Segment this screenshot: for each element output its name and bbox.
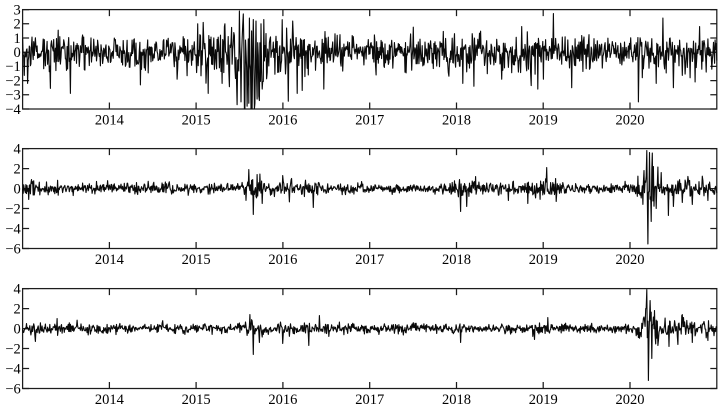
svg-text:2: 2 [14,301,21,317]
svg-text:1: 1 [14,31,21,47]
svg-text:2: 2 [14,17,21,33]
svg-text:−2: −2 [5,341,20,357]
svg-text:4: 4 [14,141,22,157]
svg-text:2020: 2020 [616,252,645,268]
svg-text:0: 0 [14,321,21,337]
svg-text:2014: 2014 [95,392,125,408]
svg-text:2018: 2018 [442,113,471,129]
svg-text:2018: 2018 [442,252,471,268]
svg-text:2015: 2015 [182,252,211,268]
svg-text:2020: 2020 [616,113,645,129]
svg-text:2016: 2016 [268,392,297,408]
svg-text:2019: 2019 [529,392,558,408]
svg-text:−6: −6 [5,381,20,397]
svg-text:2015: 2015 [182,392,211,408]
svg-text:−4: −4 [5,102,21,118]
svg-text:2: 2 [14,161,21,177]
svg-text:−3: −3 [5,88,20,104]
svg-text:−4: −4 [5,221,21,237]
svg-text:2017: 2017 [355,113,384,129]
svg-text:−2: −2 [5,73,20,89]
svg-text:2019: 2019 [529,113,558,129]
svg-text:2017: 2017 [355,392,384,408]
svg-text:3: 3 [14,2,21,18]
svg-text:−6: −6 [5,241,20,257]
svg-text:2019: 2019 [529,252,558,268]
svg-text:−4: −4 [5,361,21,377]
svg-text:−2: −2 [5,201,20,217]
svg-text:2020: 2020 [616,392,645,408]
svg-text:2014: 2014 [95,113,125,129]
svg-text:4: 4 [14,281,22,297]
svg-text:2018: 2018 [442,392,471,408]
svg-text:2017: 2017 [355,252,384,268]
svg-text:0: 0 [14,181,21,197]
svg-text:2015: 2015 [182,113,211,129]
svg-text:−1: −1 [5,59,20,75]
svg-text:2014: 2014 [95,252,125,268]
svg-text:2016: 2016 [268,113,297,129]
svg-text:0: 0 [14,45,21,61]
svg-text:2016: 2016 [268,252,297,268]
